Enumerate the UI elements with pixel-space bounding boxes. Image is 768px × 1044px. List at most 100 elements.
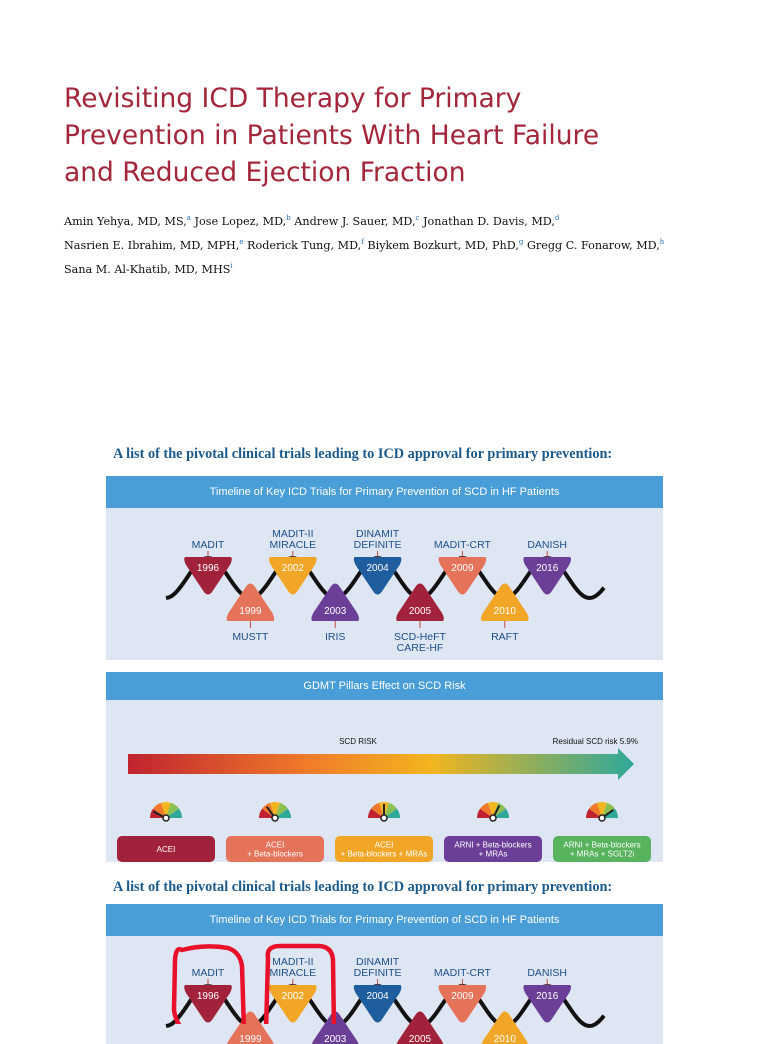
gauge-hub (599, 815, 605, 821)
trial-name: DANISH (527, 539, 567, 551)
trial-year: 2003 (324, 1034, 347, 1044)
trial-year: 2016 (536, 991, 559, 1002)
author-line: Sana M. Al-Khatib, MD, MHSi (64, 256, 744, 280)
gauge-hub (163, 815, 169, 821)
trial-name: DANISH (527, 967, 567, 979)
gdmt-pillar: ACEI (117, 836, 215, 862)
author-name: Sana M. Al-Khatib, MD, MHS (64, 263, 230, 276)
author-affiliation: f (361, 238, 364, 246)
author-affiliation: a (187, 214, 191, 222)
trial-marker: 2003 IRIS (311, 584, 359, 644)
gdmt-pillar-label: + MRAs + SGLT2i (570, 850, 635, 859)
author-name: Nasrien E. Ibrahim, MD, MPH, (64, 239, 239, 252)
author-affiliation: e (239, 238, 243, 246)
trial-name: MIRACLE (269, 967, 316, 979)
trial-year: 2002 (282, 563, 305, 574)
author-affiliation: g (519, 238, 523, 246)
trial-year: 2016 (536, 563, 559, 574)
timeline-header: Timeline of Key ICD Trials for Primary P… (106, 904, 663, 936)
trial-year: 2009 (451, 563, 474, 574)
trial-year: 1996 (197, 563, 220, 574)
gauge-hub (490, 815, 496, 821)
gauge-hub (272, 815, 278, 821)
gdmt-pillar-label: + Beta-blockers (247, 850, 303, 859)
trial-year: 2004 (366, 991, 389, 1002)
timeline-header: Timeline of Key ICD Trials for Primary P… (106, 476, 663, 508)
trial-marker: 1996 MADIT (184, 539, 232, 595)
trial-marker: 2010 RAFT (481, 584, 529, 644)
gdmt-pillar-label: ACEI (375, 841, 394, 850)
author-list: Amin Yehya, MD, MS,a Jose Lopez, MD,b An… (64, 208, 744, 280)
trial-name: MADIT (192, 967, 225, 979)
timeline-graphic: 1996MADIT1999MUSTT2002MADIT-IIMIRACLE200… (106, 508, 663, 660)
paper-title: Revisiting ICD Therapy for Primary Preve… (64, 80, 724, 191)
figure-caption-1: A list of the pivotal clinical trials le… (113, 446, 612, 463)
author-name: Biykem Bozkurt, MD, PhD, (367, 239, 518, 252)
timeline-panel-1: Timeline of Key ICD Trials for Primary P… (106, 476, 663, 660)
risk-gauge (586, 802, 618, 821)
author-affiliation: h (660, 238, 665, 246)
trial-name: MADIT-CRT (434, 967, 492, 979)
trial-marker: 2009 MADIT-CRT (434, 539, 492, 595)
gdmt-pillar-label: ARNI + Beta-blockers (563, 841, 640, 850)
trial-year: 2009 (451, 991, 474, 1002)
timeline-panel-2: Timeline of Key ICD Trials for Primary P… (106, 904, 663, 1044)
author-affiliation: i (230, 262, 232, 270)
trial-year: 1999 (239, 1034, 262, 1044)
gdmt-pillar-label: ACEI (157, 845, 176, 854)
trial-name: MADIT-CRT (434, 539, 492, 551)
title-line: Revisiting ICD Therapy for Primary (64, 80, 724, 117)
gdmt-pillar-label: + MRAs (479, 850, 508, 859)
gdmt-pillar: ARNI + Beta-blockers+ MRAs + SGLT2i (553, 836, 651, 862)
trial-year: 2010 (494, 606, 517, 617)
gdmt-header: GDMT Pillars Effect on SCD Risk (106, 672, 663, 700)
trial-marker: 1996 MADIT (184, 967, 232, 1023)
gdmt-pillar: ACEI+ Beta-blockers (226, 836, 324, 862)
title-line: Prevention in Patients With Heart Failur… (64, 117, 724, 154)
gdmt-pillar-label: ACEI (266, 841, 285, 850)
trial-year: 2004 (366, 563, 389, 574)
timeline-graphic: 1996MADIT1999MUSTT2002MADIT-IIMIRACLE200… (106, 936, 663, 1044)
trial-year: 2010 (494, 1034, 517, 1044)
author-name: Amin Yehya, MD, MS, (64, 215, 187, 228)
residual-risk-label: Residual SCD risk 5.9% (553, 737, 638, 746)
trial-marker: 2009 MADIT-CRT (434, 967, 492, 1023)
author-affiliation: c (416, 214, 420, 222)
gauge-hub (381, 815, 387, 821)
author-line: Amin Yehya, MD, MS,a Jose Lopez, MD,b An… (64, 208, 744, 232)
trial-name: IRIS (325, 631, 345, 643)
trial-marker: 2016 DANISH (523, 539, 571, 595)
author-affiliation: b (286, 214, 290, 222)
author-name: Roderick Tung, MD, (247, 239, 361, 252)
gdmt-pillar: ARNI + Beta-blockers+ MRAs (444, 836, 542, 862)
trial-year: 2005 (409, 606, 432, 617)
trial-year: 2002 (282, 991, 305, 1002)
trial-name: RAFT (491, 631, 519, 643)
author-line: Nasrien E. Ibrahim, MD, MPH,e Roderick T… (64, 232, 744, 256)
gdmt-pillar-label: + Beta-blockers + MRAs (341, 850, 428, 859)
author-name: Jonathan D. Davis, MD, (423, 215, 555, 228)
trial-year: 2003 (324, 606, 347, 617)
gdmt-panel: GDMT Pillars Effect on SCD Risk SCD RISK… (106, 672, 663, 862)
author-affiliation: d (555, 214, 559, 222)
trial-name: MADIT (192, 539, 225, 551)
figure-caption-2: A list of the pivotal clinical trials le… (113, 879, 612, 896)
trial-name: DEFINITE (354, 967, 402, 979)
author-name: Gregg C. Fonarow, MD, (527, 239, 660, 252)
trial-name: MIRACLE (269, 539, 316, 551)
risk-gauge (368, 802, 400, 821)
risk-gauge (477, 802, 509, 821)
author-name: Jose Lopez, MD, (195, 215, 287, 228)
title-line: and Reduced Ejection Fraction (64, 154, 724, 191)
trial-year: 1996 (197, 991, 220, 1002)
author-name: Andrew J. Sauer, MD, (294, 215, 415, 228)
